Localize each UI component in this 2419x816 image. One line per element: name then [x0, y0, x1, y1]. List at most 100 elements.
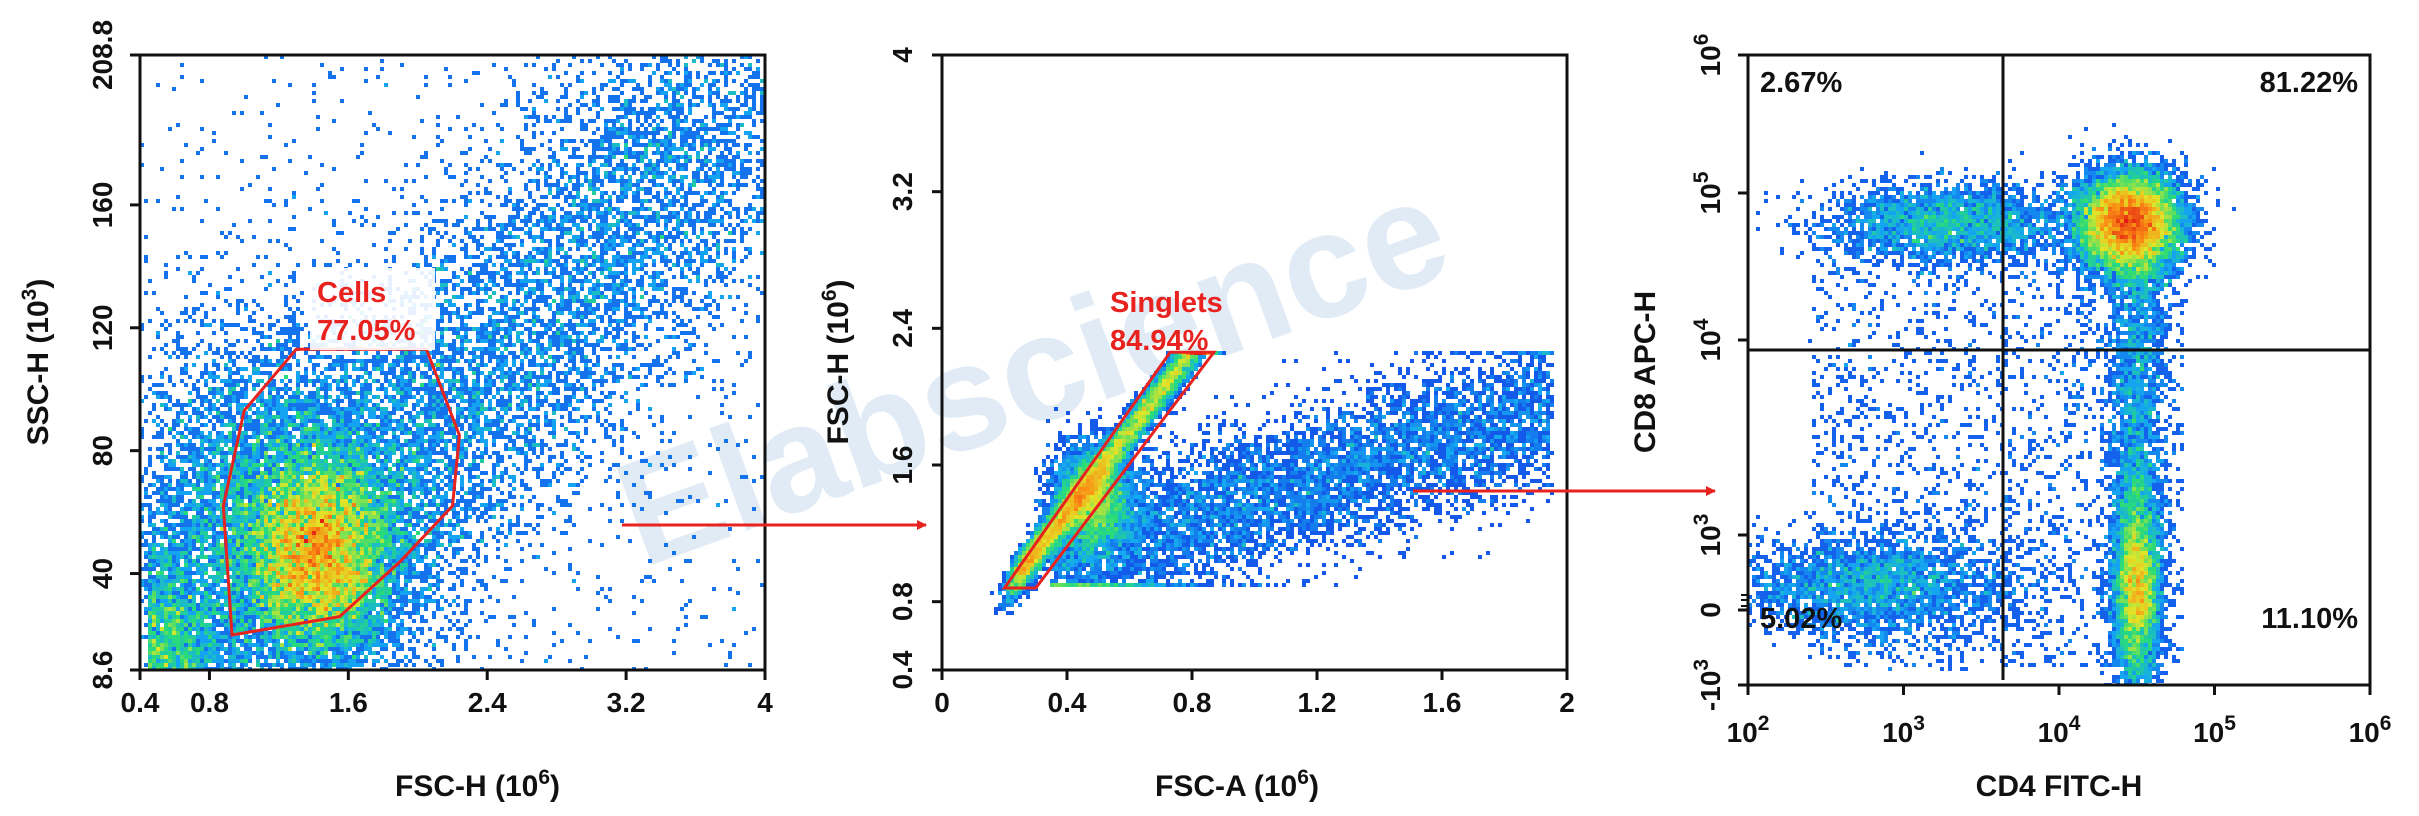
scatter-point-cells — [356, 623, 360, 627]
scatter-point-cells — [284, 531, 288, 535]
scatter-point-cells — [364, 455, 368, 459]
scatter-point-cells — [244, 379, 248, 383]
scatter-point-cells — [296, 439, 300, 443]
scatter-point-cells — [408, 579, 412, 583]
scatter-point-cells — [276, 583, 280, 587]
scatter-point-cells — [232, 391, 236, 395]
scatter-point-cells — [400, 351, 404, 355]
scatter-point-cells — [276, 527, 280, 531]
scatter-point-cells — [196, 503, 200, 507]
scatter-point-cells — [180, 639, 184, 643]
scatter-point-cells — [200, 399, 204, 403]
scatter-point-cells — [456, 551, 460, 555]
scatter-point-cells — [320, 407, 324, 411]
scatter-point-cells — [448, 603, 452, 607]
scatter-point-cells — [220, 483, 224, 487]
scatter-point-cells — [196, 395, 200, 399]
scatter-point-cells — [244, 515, 248, 519]
scatter-point-cells — [216, 495, 220, 499]
scatter-point-cells — [176, 443, 180, 447]
scatter-point-cells — [300, 519, 304, 523]
scatter-point-cells — [352, 351, 356, 355]
scatter-point-cells — [272, 203, 276, 207]
scatter-point-cells — [284, 515, 288, 519]
scatter-point-cells — [280, 419, 284, 423]
scatter-point-cells — [204, 351, 208, 355]
scatter-point-cells — [352, 479, 356, 483]
scatter-point-cells — [244, 395, 248, 399]
scatter-point-cells — [304, 495, 308, 499]
scatter-point-cells — [320, 635, 324, 639]
scatter-point-cells — [176, 571, 180, 575]
scatter-point-cells — [708, 443, 712, 447]
scatter-point-cells — [376, 635, 380, 639]
scatter-point-cells — [372, 367, 376, 371]
scatter-point-cells — [224, 595, 228, 599]
scatter-point-cells — [304, 435, 308, 439]
scatter-point-cells — [228, 659, 232, 663]
scatter-point-cells — [420, 395, 424, 399]
scatter-point-cells — [288, 607, 292, 611]
scatter-point-cells — [452, 623, 456, 627]
scatter-point-cells — [252, 475, 256, 479]
scatter-point-cells — [456, 523, 460, 527]
scatter-point-cells — [540, 239, 544, 243]
scatter-point-cells — [456, 511, 460, 515]
scatter-point-cells — [336, 447, 340, 451]
scatter-point-cells — [244, 503, 248, 507]
scatter-point-cells — [156, 643, 160, 647]
scatter-point-cells — [528, 499, 532, 503]
scatter-point-cells — [356, 367, 360, 371]
scatter-point-cells — [400, 387, 404, 391]
scatter-point-cells — [256, 523, 260, 527]
scatter-point-cells — [528, 407, 532, 411]
scatter-point-cells — [328, 443, 332, 447]
scatter-point-cells — [384, 579, 388, 583]
scatter-point-cells — [204, 479, 208, 483]
scatter-point-cells — [344, 459, 348, 463]
scatter-point-cells — [384, 659, 388, 663]
scatter-point-cells — [368, 407, 372, 411]
scatter-point-cells — [324, 479, 328, 483]
scatter-point-cells — [156, 455, 160, 459]
scatter-point-cells — [252, 427, 256, 431]
scatter-point-cells — [184, 443, 188, 447]
scatter-point-cells — [424, 607, 428, 611]
scatter-point-cells — [164, 551, 168, 555]
scatter-point-cells — [272, 623, 276, 627]
scatter-point-cells — [568, 295, 572, 299]
scatter-point-cells — [264, 499, 268, 503]
scatter-point-cells — [260, 443, 264, 447]
scatter-point-cells — [212, 415, 216, 419]
scatter-point-cells — [312, 575, 316, 579]
scatter-point-cells — [376, 355, 380, 359]
scatter-point-cells — [424, 439, 428, 443]
scatter-point-cells — [248, 643, 252, 647]
scatter-point-cells — [356, 495, 360, 499]
scatter-point-cells — [312, 563, 316, 567]
scatter-point-cells — [280, 331, 284, 335]
scatter-point-cells — [476, 515, 480, 519]
scatter-point-cells — [256, 255, 260, 259]
scatter-point-cells — [388, 515, 392, 519]
scatter-point-cells — [388, 555, 392, 559]
scatter-point-cells — [328, 499, 332, 503]
scatter-point-cells — [428, 531, 432, 535]
scatter-point-cells — [484, 471, 488, 475]
scatter-point-cells — [348, 659, 352, 663]
scatter-point-cells — [264, 547, 268, 551]
scatter-point-cells — [364, 571, 368, 575]
scatter-point-cells — [284, 551, 288, 555]
scatter-point-cells — [640, 255, 644, 259]
scatter-point-cells — [184, 475, 188, 479]
scatter-point-cells — [260, 619, 264, 623]
scatter-point-cells — [284, 375, 288, 379]
scatter-point-cells — [276, 603, 280, 607]
scatter-point-cells — [312, 487, 316, 491]
scatter-point-cells — [408, 555, 412, 559]
scatter-point-cells — [352, 511, 356, 515]
scatter-point-cells — [272, 563, 276, 567]
scatter-point-cells — [292, 415, 296, 419]
scatter-point-cells — [576, 267, 580, 271]
scatter-point-cells — [364, 487, 368, 491]
